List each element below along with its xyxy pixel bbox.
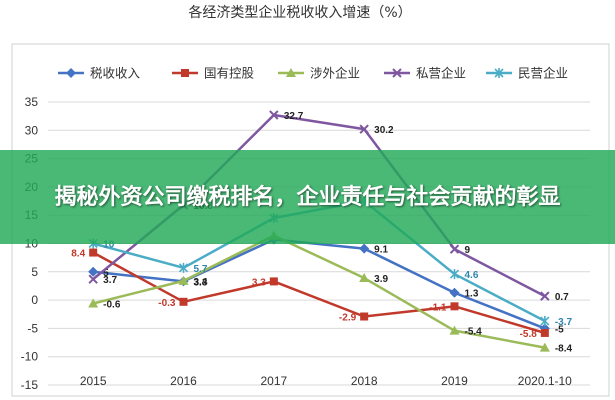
data-label: -2.9 — [339, 313, 357, 324]
legend-label: 国有控股 — [204, 66, 255, 81]
triangle-marker — [88, 298, 99, 308]
data-label: 32.7 — [284, 111, 304, 122]
data-label: -3.7 — [555, 317, 573, 328]
legend-label: 税收收入 — [90, 66, 141, 81]
data-label: 30.2 — [374, 125, 394, 136]
data-label: 9.1 — [374, 245, 388, 256]
square-marker — [89, 248, 98, 257]
star-marker — [494, 68, 504, 78]
data-label: -5.8 — [520, 329, 538, 340]
series-line — [93, 238, 546, 330]
data-label: 8.4 — [71, 249, 85, 260]
data-label: 3.4 — [194, 277, 208, 288]
x-marker — [269, 110, 279, 120]
x-tick-label: 2015 — [80, 374, 107, 388]
x-tick-label: 2020.1-10 — [518, 374, 572, 388]
legend-label: 民营企业 — [518, 66, 568, 81]
x-tick-label: 2019 — [441, 374, 468, 388]
legend-item: 国有控股 — [172, 66, 255, 81]
triangle-marker — [286, 68, 296, 77]
diamond-marker — [449, 287, 460, 298]
y-tick-label: 35 — [25, 95, 39, 109]
legend-item: 涉外企业 — [278, 66, 360, 81]
diamond-marker — [66, 68, 76, 78]
headline-banner: 揭秘外资公司缴税排名，企业责任与社会贡献的彰显 — [0, 150, 615, 244]
y-tick-label: 5 — [31, 265, 38, 279]
triangle-marker — [449, 325, 460, 335]
x-axis: 2015 2016 2017 2018 2019 2020.1-10 — [80, 374, 572, 388]
y-tick-label: -5 — [27, 321, 38, 335]
square-marker — [179, 297, 188, 306]
star-marker — [178, 262, 189, 273]
square-marker — [181, 69, 189, 77]
star-marker — [449, 269, 460, 280]
x-marker — [392, 68, 402, 78]
data-label: 9 — [465, 245, 471, 256]
data-label: -5 — [555, 324, 564, 335]
data-label: 5 — [103, 268, 109, 279]
data-label: 10 — [103, 240, 115, 251]
diamond-marker — [88, 266, 99, 277]
data-label: 3.3 — [252, 277, 266, 288]
chart-title: 各经济类型企业税收收入增速（%） — [188, 4, 411, 21]
legend-label: 涉外企业 — [310, 66, 360, 81]
data-label: -5.4 — [465, 327, 483, 338]
data-label: 0.7 — [555, 292, 569, 303]
series-line — [92, 234, 546, 349]
triangle-marker — [359, 273, 370, 283]
square-marker — [269, 277, 278, 286]
x-marker — [88, 274, 98, 284]
square-marker — [360, 312, 369, 321]
y-tick-label: 30 — [25, 123, 39, 137]
legend-label: 私营企业 — [416, 66, 466, 81]
legend-item: 私营企业 — [384, 66, 466, 81]
legend-item: 民营企业 — [486, 66, 568, 81]
x-marker — [449, 244, 460, 254]
headline-text: 揭秘外资公司缴税排名，企业责任与社会贡献的彰显 — [54, 184, 561, 210]
series-line — [92, 251, 546, 335]
star-marker — [540, 316, 550, 327]
legend-item: 税收收入 — [58, 66, 141, 81]
data-label: 4.6 — [465, 270, 479, 281]
series: -0.6 3.4 3.9 -5.4 -8.4 — [88, 230, 573, 355]
data-label: 3.7 — [103, 275, 117, 286]
y-tick-label: 0 — [31, 293, 38, 307]
square-marker — [450, 302, 459, 311]
data-label: 3.3 — [194, 277, 208, 288]
data-label: 3.9 — [374, 274, 388, 285]
x-marker — [540, 291, 550, 301]
series: 8.4 -0.3 3.3 -2.9 -1.1 -5.8 — [71, 248, 549, 340]
y-tick-label: -15 — [21, 378, 39, 392]
series: 5 3.3 9.1 1.3 -5 — [88, 234, 564, 335]
data-label: -1.1 — [429, 302, 447, 313]
data-label: 1.3 — [465, 289, 479, 300]
triangle-marker — [178, 275, 189, 285]
y-tick-label: -10 — [21, 350, 39, 364]
x-tick-label: 2018 — [351, 374, 378, 388]
diamond-marker — [359, 243, 370, 254]
data-label: -0.6 — [103, 299, 121, 310]
data-label: -8.4 — [555, 344, 573, 355]
data-label: 5.7 — [194, 264, 208, 275]
triangle-marker — [539, 342, 550, 352]
data-label: -0.3 — [158, 298, 176, 309]
legend: 税收收入 国有控股 涉外企业 私营企业 民营企业 — [58, 66, 568, 81]
x-tick-label: 2017 — [260, 374, 287, 388]
x-marker — [359, 124, 369, 134]
x-tick-label: 2016 — [170, 374, 197, 388]
square-marker — [540, 328, 549, 337]
